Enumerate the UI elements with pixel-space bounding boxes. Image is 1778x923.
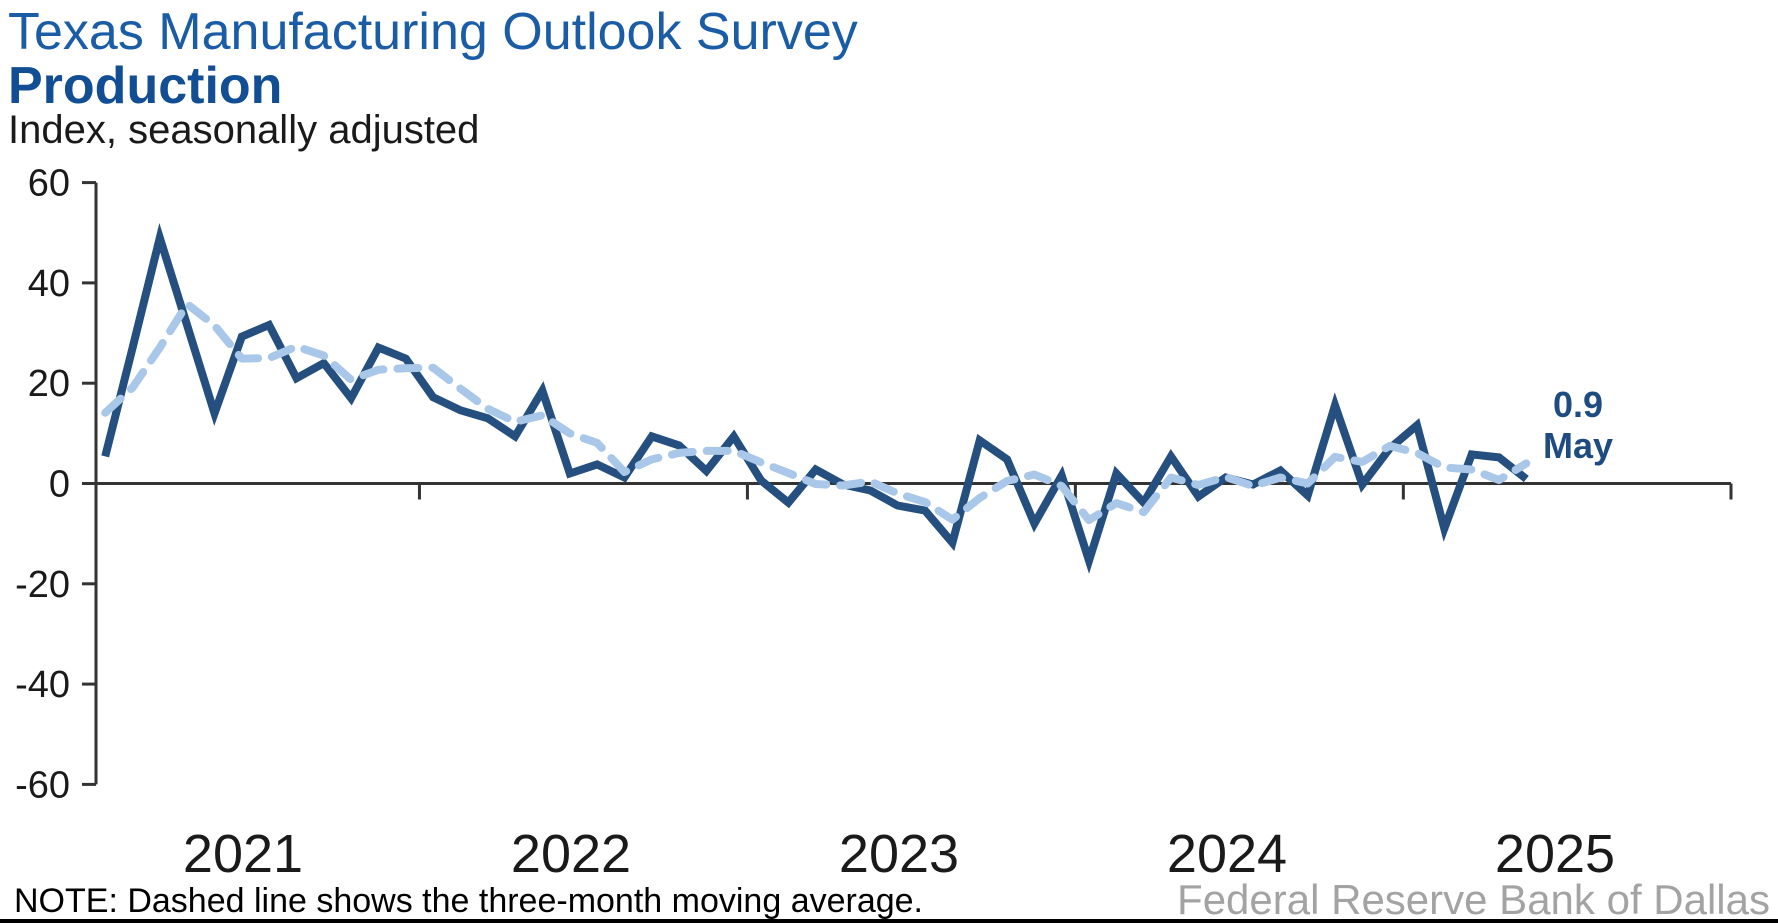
y-tick-label: -60 [15,764,70,806]
chart-title: Texas Manufacturing Outlook Survey [8,3,858,61]
y-tick-label: 60 [28,163,70,205]
x-year-label: 2024 [1167,824,1287,884]
axis-unit-label: Index, seasonally adjusted [8,108,480,152]
x-year-label: 2025 [1495,824,1615,884]
x-year-label: 2021 [183,824,303,884]
source-attribution: Federal Reserve Bank of Dallas [1177,876,1770,923]
latest-month-label: May [1542,425,1614,466]
production-line [101,222,1529,574]
y-tick-label: 0 [49,464,70,506]
chart-subtitle: Production [8,57,283,115]
moving-average-line [101,300,1531,525]
y-tick-label: 40 [28,263,70,305]
footnote: NOTE: Dashed line shows the three-month … [14,882,924,920]
y-tick-label: -20 [15,564,70,606]
x-year-label: 2023 [839,824,959,884]
y-tick-label: -40 [15,664,70,706]
bottom-border [0,919,1778,923]
y-tick-label: 20 [28,363,70,405]
x-year-label: 2022 [511,824,631,884]
latest-value-label: 0.9 [1552,384,1604,425]
latest-value-annotation: 0.9 May [1500,384,1656,466]
